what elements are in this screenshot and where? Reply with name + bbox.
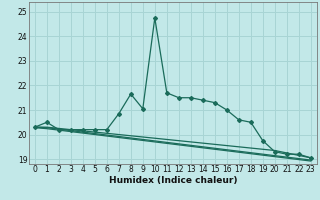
X-axis label: Humidex (Indice chaleur): Humidex (Indice chaleur) [108,176,237,185]
